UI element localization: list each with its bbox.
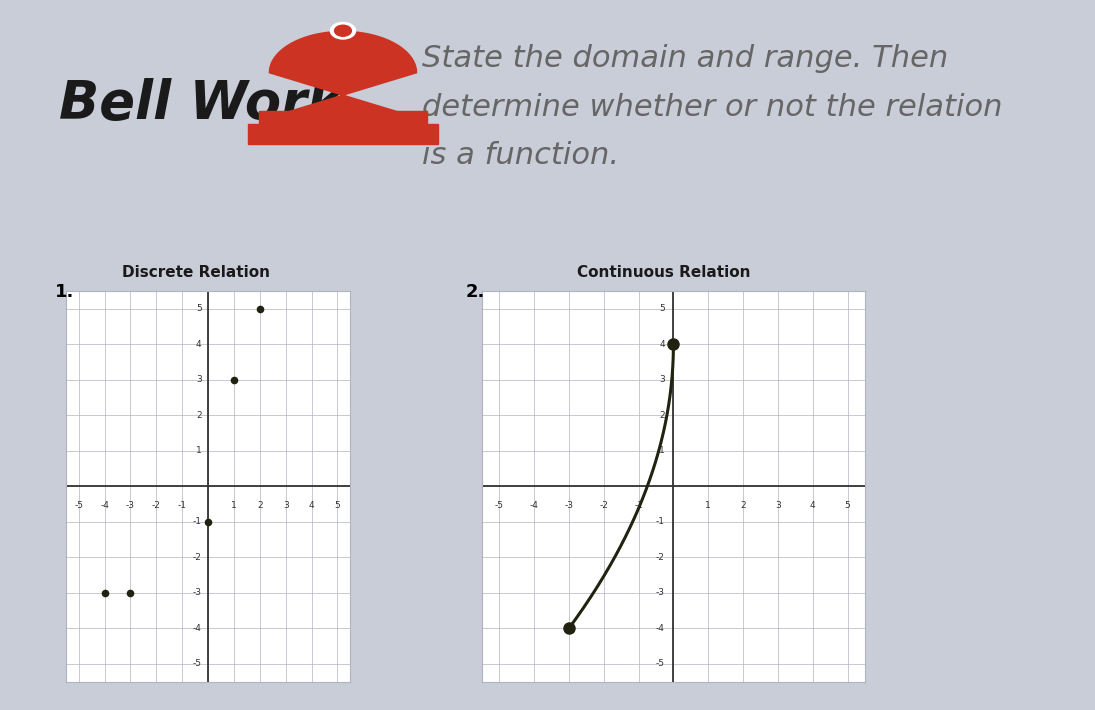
Text: 5: 5 [335, 501, 341, 510]
Text: 4: 4 [659, 340, 665, 349]
Text: -3: -3 [564, 501, 574, 510]
Text: 5: 5 [196, 305, 201, 313]
Text: 2: 2 [740, 501, 746, 510]
Text: -2: -2 [599, 501, 608, 510]
Text: -5: -5 [495, 501, 504, 510]
Text: 5: 5 [844, 501, 851, 510]
Text: -4: -4 [100, 501, 110, 510]
Bar [258, 111, 427, 126]
Text: -3: -3 [656, 589, 665, 597]
Polygon shape [269, 31, 416, 118]
Text: -5: -5 [193, 660, 201, 668]
Circle shape [331, 23, 356, 39]
Text: 2: 2 [659, 411, 665, 420]
Text: 4: 4 [810, 501, 816, 510]
Text: 5: 5 [659, 305, 665, 313]
Bar [249, 124, 438, 143]
Text: 2.: 2. [465, 283, 485, 301]
Text: -4: -4 [656, 624, 665, 633]
Text: 3: 3 [775, 501, 781, 510]
Text: -1: -1 [634, 501, 643, 510]
Text: -5: -5 [656, 660, 665, 668]
Text: 1: 1 [196, 447, 201, 455]
Text: -3: -3 [193, 589, 201, 597]
Text: -2: -2 [656, 553, 665, 562]
Text: -4: -4 [530, 501, 539, 510]
Text: State the domain and range. Then: State the domain and range. Then [422, 45, 948, 73]
Circle shape [335, 26, 351, 36]
Text: 1: 1 [705, 501, 711, 510]
Text: determine whether or not the relation: determine whether or not the relation [422, 93, 1002, 121]
Text: 4: 4 [196, 340, 201, 349]
Text: Discrete Relation: Discrete Relation [122, 265, 269, 280]
Text: -2: -2 [193, 553, 201, 562]
Text: 4: 4 [309, 501, 314, 510]
Text: -1: -1 [656, 518, 665, 526]
Text: Continuous Relation: Continuous Relation [577, 265, 750, 280]
Text: 2: 2 [257, 501, 263, 510]
Text: 1: 1 [659, 447, 665, 455]
Text: 1: 1 [231, 501, 237, 510]
Text: 3: 3 [196, 376, 201, 384]
Text: -5: -5 [74, 501, 83, 510]
Text: is a function.: is a function. [422, 141, 619, 170]
Text: -3: -3 [126, 501, 135, 510]
Text: -2: -2 [152, 501, 161, 510]
Text: -1: -1 [193, 518, 201, 526]
Text: -1: -1 [177, 501, 186, 510]
Text: 3: 3 [283, 501, 289, 510]
Text: 3: 3 [659, 376, 665, 384]
Text: 1.: 1. [55, 283, 74, 301]
Text: -4: -4 [193, 624, 201, 633]
Text: 2: 2 [196, 411, 201, 420]
Text: Bell Work: Bell Work [59, 77, 343, 130]
